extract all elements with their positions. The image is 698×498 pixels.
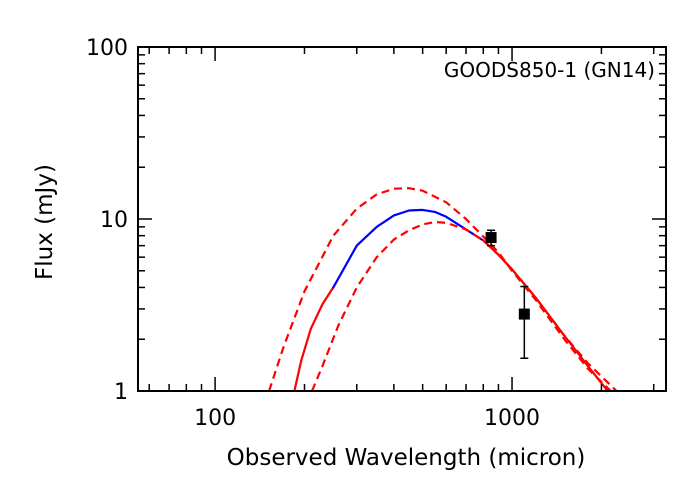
fit-curve-0-segment-1: [332, 208, 485, 289]
fit-curve-0-segment-0: [293, 286, 335, 391]
data-point-0: [485, 232, 497, 244]
plot-frame: [137, 46, 667, 392]
bound-curve-2: [310, 220, 618, 391]
bound-curve-1: [268, 187, 612, 391]
data-points: [485, 229, 530, 360]
model-curves: [268, 187, 618, 391]
tick-labels: 100 1000 1 10 100: [86, 36, 540, 431]
x-tick-label-100: 100: [194, 406, 236, 431]
y-tick-label-100: 100: [86, 36, 128, 61]
y-tick-label-10: 10: [100, 208, 128, 233]
x-tick-label-1000: 1000: [484, 406, 540, 431]
y-tick-label-1: 1: [114, 380, 128, 405]
x-axis-title: Observed Wavelength (micron): [227, 445, 586, 471]
chart-annotation: GOODS850-1 (GN14): [444, 58, 655, 82]
axis-ticks: [138, 47, 666, 392]
y-axis-title: Flux (mJy): [32, 164, 58, 280]
data-point-1: [518, 308, 530, 320]
